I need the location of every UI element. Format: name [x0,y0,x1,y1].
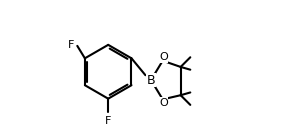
Text: F: F [105,116,111,126]
Text: O: O [159,98,168,108]
Text: F: F [68,40,74,50]
Text: B: B [147,74,155,87]
Text: O: O [159,52,168,62]
